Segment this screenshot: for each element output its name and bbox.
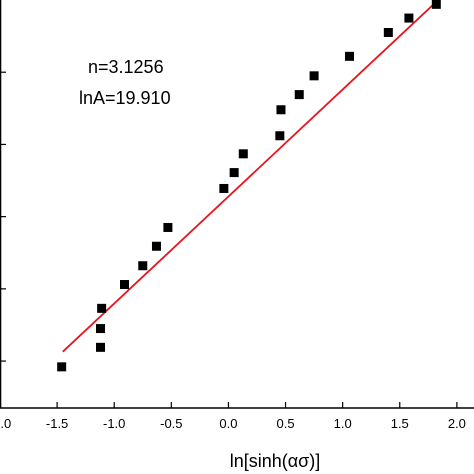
fit-line: [62, 0, 440, 353]
data-point: [431, 0, 441, 9]
axes: [0, 0, 474, 409]
data-point: [57, 362, 67, 372]
annotation-lna: lnA=19.910: [79, 88, 171, 108]
x-tick-label-clipped: -2.0: [0, 416, 11, 431]
x-tick-label: 2.0: [448, 416, 466, 431]
x-tick-label: -1.0: [103, 416, 125, 431]
data-point: [383, 27, 393, 37]
x-tick-label: 0.5: [277, 416, 295, 431]
x-tick-label: -0.5: [160, 416, 182, 431]
data-point: [294, 90, 304, 100]
data-points: [57, 0, 441, 372]
x-tick-label: 1.0: [334, 416, 352, 431]
data-point: [276, 105, 286, 115]
data-point: [96, 342, 106, 352]
x-tick-label: 0.0: [219, 416, 237, 431]
data-point: [229, 168, 239, 178]
data-point: [97, 303, 107, 313]
data-point: [119, 280, 129, 290]
data-point: [238, 149, 248, 159]
data-point: [96, 324, 106, 334]
tick-labels: -1.5 -1.0 -0.5 0.0 0.5 1.0 1.5 2.0 -2.0: [0, 416, 466, 431]
data-point: [275, 131, 285, 141]
data-point: [138, 261, 148, 271]
fit-line-layer: [62, 0, 440, 353]
x-axis-label: ln[sinh(ασ)]: [230, 451, 321, 471]
data-point: [219, 183, 229, 193]
data-point: [404, 13, 414, 23]
data-point: [151, 241, 161, 251]
data-point: [309, 71, 319, 81]
x-tick-label: -1.5: [46, 416, 68, 431]
x-tick-label: 1.5: [391, 416, 409, 431]
annotation-n: n=3.1256: [88, 57, 164, 77]
data-point: [163, 222, 173, 232]
data-point: [345, 51, 355, 61]
